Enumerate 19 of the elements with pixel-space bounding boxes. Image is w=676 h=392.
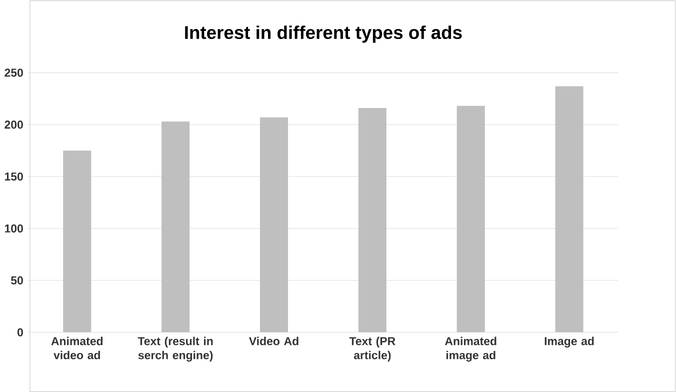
- x-tick-label: Text (PR article): [349, 336, 396, 362]
- bar: [456, 106, 485, 332]
- bar: [260, 117, 288, 332]
- x-tick-label: Image ad: [544, 336, 594, 348]
- y-tick-label: 250: [4, 68, 23, 77]
- x-tick-label: Animated image ad: [444, 336, 496, 362]
- x-tick-label: Animated video ad: [51, 336, 103, 360]
- chart-title: Interest in different types of ads: [185, 25, 462, 43]
- y-tick-label: 100: [4, 224, 23, 232]
- bar: [555, 86, 584, 332]
- bar: [63, 150, 92, 332]
- y-tick-label: 0: [17, 328, 23, 336]
- y-tick-label: 200: [4, 120, 23, 129]
- x-tick-label: Text (result in serch engine): [138, 336, 213, 362]
- bar: [162, 121, 190, 332]
- y-tick-label: 50: [10, 276, 23, 284]
- bar: [358, 108, 386, 332]
- y-tick-label: 150: [4, 172, 23, 180]
- x-tick-label: Video Ad: [248, 336, 298, 346]
